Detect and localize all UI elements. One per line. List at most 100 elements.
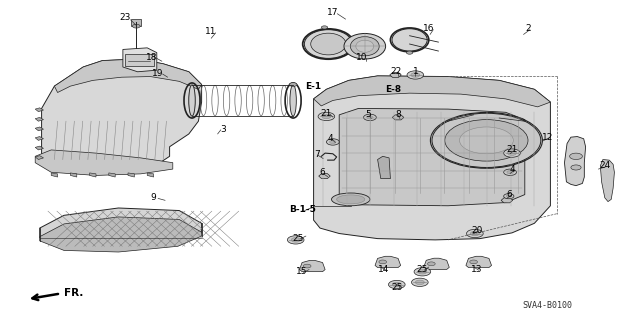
Text: 3: 3 xyxy=(220,125,225,134)
Text: 25: 25 xyxy=(391,283,403,292)
Circle shape xyxy=(414,268,431,276)
Text: 25: 25 xyxy=(417,265,428,274)
Circle shape xyxy=(411,73,420,77)
Text: 22: 22 xyxy=(390,67,401,76)
Circle shape xyxy=(467,229,483,238)
Text: 23: 23 xyxy=(119,13,131,22)
Polygon shape xyxy=(42,59,202,174)
Polygon shape xyxy=(466,256,492,268)
Circle shape xyxy=(291,238,300,242)
Text: 1: 1 xyxy=(413,67,418,76)
Ellipse shape xyxy=(344,33,385,59)
Circle shape xyxy=(289,83,297,86)
Circle shape xyxy=(322,114,331,119)
Circle shape xyxy=(418,270,427,274)
Text: 18: 18 xyxy=(146,53,157,62)
Text: 11: 11 xyxy=(205,27,217,36)
Circle shape xyxy=(415,280,424,285)
Circle shape xyxy=(392,282,401,287)
Polygon shape xyxy=(128,173,134,177)
Polygon shape xyxy=(40,208,202,249)
Polygon shape xyxy=(314,76,550,107)
Circle shape xyxy=(321,26,328,29)
Text: 9: 9 xyxy=(151,193,156,202)
Text: E-1: E-1 xyxy=(305,82,322,91)
Ellipse shape xyxy=(290,85,296,116)
Text: 12: 12 xyxy=(541,133,553,142)
Text: 24: 24 xyxy=(599,161,611,170)
Text: 14: 14 xyxy=(378,265,390,274)
Text: 6: 6 xyxy=(319,168,324,177)
Polygon shape xyxy=(54,59,202,93)
Circle shape xyxy=(303,264,311,268)
Polygon shape xyxy=(35,137,44,140)
Polygon shape xyxy=(35,127,44,131)
Circle shape xyxy=(287,236,304,244)
Circle shape xyxy=(367,116,373,119)
Text: 21: 21 xyxy=(506,145,518,154)
Ellipse shape xyxy=(189,85,195,116)
Ellipse shape xyxy=(356,40,374,52)
Circle shape xyxy=(432,113,541,167)
Circle shape xyxy=(504,169,516,175)
Ellipse shape xyxy=(332,193,370,206)
Ellipse shape xyxy=(351,37,379,56)
Text: 6: 6 xyxy=(506,190,511,199)
Polygon shape xyxy=(378,156,390,179)
Bar xyxy=(125,54,154,66)
Polygon shape xyxy=(51,173,58,177)
Text: 2: 2 xyxy=(525,24,531,33)
Circle shape xyxy=(504,149,520,157)
Circle shape xyxy=(330,140,336,144)
Circle shape xyxy=(379,260,387,264)
Text: 16: 16 xyxy=(423,24,435,33)
Text: 4: 4 xyxy=(328,134,333,143)
Polygon shape xyxy=(109,173,115,177)
Text: 25: 25 xyxy=(292,234,304,243)
Text: 10: 10 xyxy=(356,53,367,62)
Text: 20: 20 xyxy=(471,226,483,235)
Ellipse shape xyxy=(311,33,346,55)
Text: SVA4-B0100: SVA4-B0100 xyxy=(522,301,572,310)
Circle shape xyxy=(428,262,435,266)
Text: 5: 5 xyxy=(365,110,371,119)
Polygon shape xyxy=(123,48,157,72)
Polygon shape xyxy=(390,72,401,78)
Circle shape xyxy=(460,127,513,154)
Text: 13: 13 xyxy=(471,265,483,274)
Polygon shape xyxy=(564,137,586,186)
Circle shape xyxy=(571,165,581,170)
Circle shape xyxy=(412,278,428,286)
Circle shape xyxy=(470,260,477,264)
Polygon shape xyxy=(35,108,44,112)
Polygon shape xyxy=(40,217,202,252)
Ellipse shape xyxy=(392,29,428,51)
Polygon shape xyxy=(35,156,44,160)
Polygon shape xyxy=(70,173,77,177)
Text: E-8: E-8 xyxy=(385,85,401,94)
Circle shape xyxy=(445,120,528,161)
Text: B-1-5: B-1-5 xyxy=(289,205,316,214)
Circle shape xyxy=(406,51,413,54)
Polygon shape xyxy=(35,146,44,150)
Polygon shape xyxy=(35,150,173,175)
Circle shape xyxy=(470,231,479,236)
Polygon shape xyxy=(319,174,330,179)
Text: 7: 7 xyxy=(314,150,319,159)
Polygon shape xyxy=(375,256,401,268)
Polygon shape xyxy=(424,258,449,270)
Circle shape xyxy=(326,139,339,145)
Polygon shape xyxy=(600,160,614,202)
Circle shape xyxy=(364,114,376,121)
Polygon shape xyxy=(90,173,96,177)
Text: 17: 17 xyxy=(327,8,339,17)
Circle shape xyxy=(407,71,424,79)
Text: 8: 8 xyxy=(396,110,401,119)
Circle shape xyxy=(318,112,335,121)
Text: 21: 21 xyxy=(321,109,332,118)
Circle shape xyxy=(506,195,511,197)
Text: FR.: FR. xyxy=(64,288,83,299)
Text: 4: 4 xyxy=(509,165,515,174)
Text: 15: 15 xyxy=(296,267,307,276)
Polygon shape xyxy=(35,117,44,121)
